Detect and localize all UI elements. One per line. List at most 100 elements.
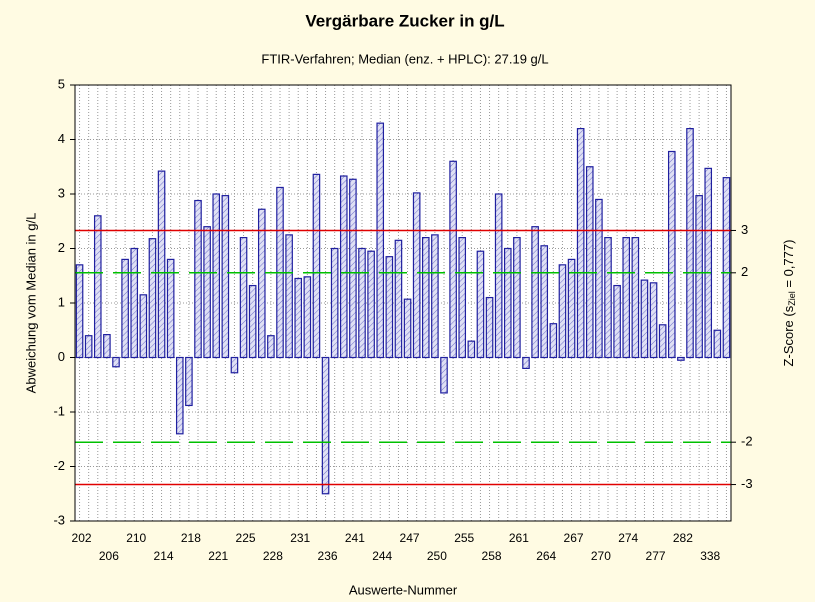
y2-tick-label: 2 (741, 264, 748, 279)
bar (75, 264, 84, 359)
bar (421, 237, 430, 359)
bar (257, 208, 266, 359)
y2-tick-label: 3 (741, 222, 748, 237)
x-tick-label: 225 (236, 531, 256, 545)
x-tick-label: 267 (564, 531, 584, 545)
y-tick-label: 5 (58, 76, 65, 91)
x-tick-label: 255 (454, 531, 474, 545)
bar (540, 245, 549, 359)
bar (476, 250, 485, 359)
bar (649, 282, 658, 359)
bar (84, 335, 93, 359)
x-tick-label: 261 (509, 531, 529, 545)
x-tick-label: 274 (618, 531, 638, 545)
plot-frame (74, 84, 732, 522)
bar (467, 340, 476, 359)
bar (522, 356, 530, 369)
x-tick-label: 214 (154, 549, 174, 563)
y-tick-label: 3 (58, 185, 65, 200)
bar (667, 150, 676, 359)
bar (103, 334, 111, 359)
bar (221, 195, 230, 359)
bar (403, 298, 412, 359)
bar (640, 279, 649, 359)
bar (704, 167, 713, 359)
chart-title: Vergärbare Zucker in g/L (305, 11, 504, 30)
x-tick-label: 270 (591, 549, 611, 563)
x-tick-label: 250 (427, 549, 447, 563)
y-tick-label: 1 (58, 294, 65, 309)
bar (267, 335, 275, 359)
bar (203, 226, 211, 359)
bar (175, 356, 184, 435)
bar (458, 237, 467, 359)
x-tick-label: 241 (345, 531, 365, 545)
x-tick-label: 236 (318, 549, 338, 563)
x-tick-label: 210 (126, 531, 146, 545)
x-tick-label: 202 (72, 531, 92, 545)
bar (130, 247, 139, 359)
x-tick-label: 277 (646, 549, 666, 563)
bar (349, 178, 357, 359)
bar (212, 193, 221, 359)
bar (440, 356, 448, 394)
bar (449, 160, 457, 359)
bar (339, 175, 348, 359)
bar (722, 177, 731, 359)
bar (431, 234, 439, 359)
bar (294, 277, 303, 359)
x-axis-label: Auswerte-Nummer (349, 582, 458, 597)
y2-tick-label: -3 (741, 476, 753, 491)
y-tick-label: 4 (58, 131, 65, 146)
bar (166, 258, 175, 359)
bar (194, 199, 202, 359)
bar (503, 247, 512, 359)
bar (121, 258, 129, 359)
bar (412, 192, 421, 359)
x-tick-label: 338 (700, 549, 720, 563)
x-tick-label: 247 (400, 531, 420, 545)
bar (485, 296, 494, 359)
bar (367, 250, 375, 359)
bar (185, 356, 193, 407)
bar (576, 128, 585, 359)
bar (513, 237, 521, 359)
bar (239, 237, 248, 359)
bar (686, 128, 694, 359)
y-tick-label: 2 (58, 240, 65, 255)
bar (558, 264, 567, 359)
x-tick-label: 228 (263, 549, 283, 563)
bar (303, 276, 312, 359)
x-tick-label: 264 (536, 549, 556, 563)
y-tick-label: -2 (53, 458, 65, 473)
bar (595, 198, 603, 359)
bar (658, 324, 667, 359)
bar (321, 356, 330, 495)
y-axis-label: Abweichung vom Median in g/L (23, 213, 38, 394)
bar (713, 329, 722, 359)
y2-label-sub: Ziel (787, 291, 797, 306)
bar (613, 284, 621, 359)
bar (148, 238, 157, 359)
bar (139, 294, 148, 359)
y2-axis-label: Z-Score (sZiel = 0,777) (781, 240, 797, 367)
bar (112, 356, 120, 368)
bar (248, 284, 257, 359)
bar (93, 215, 102, 359)
bar (385, 256, 394, 359)
bar (631, 237, 640, 359)
bar (312, 173, 321, 359)
y2-tick-label: -2 (741, 434, 753, 449)
y2-label-prefix: Z-Score (s (781, 305, 796, 366)
x-tick-label: 218 (181, 531, 201, 545)
y2-label-suffix: = 0,777) (781, 240, 796, 292)
x-tick-label: 206 (99, 549, 119, 563)
x-tick-label: 258 (482, 549, 502, 563)
bar (157, 170, 166, 359)
x-tick-label: 221 (208, 549, 228, 563)
bar (622, 237, 631, 359)
chart-subtitle: FTIR-Verfahren; Median (enz. + HPLC): 27… (261, 51, 548, 66)
bar (604, 237, 612, 359)
bar (285, 234, 293, 359)
bar (567, 258, 576, 359)
